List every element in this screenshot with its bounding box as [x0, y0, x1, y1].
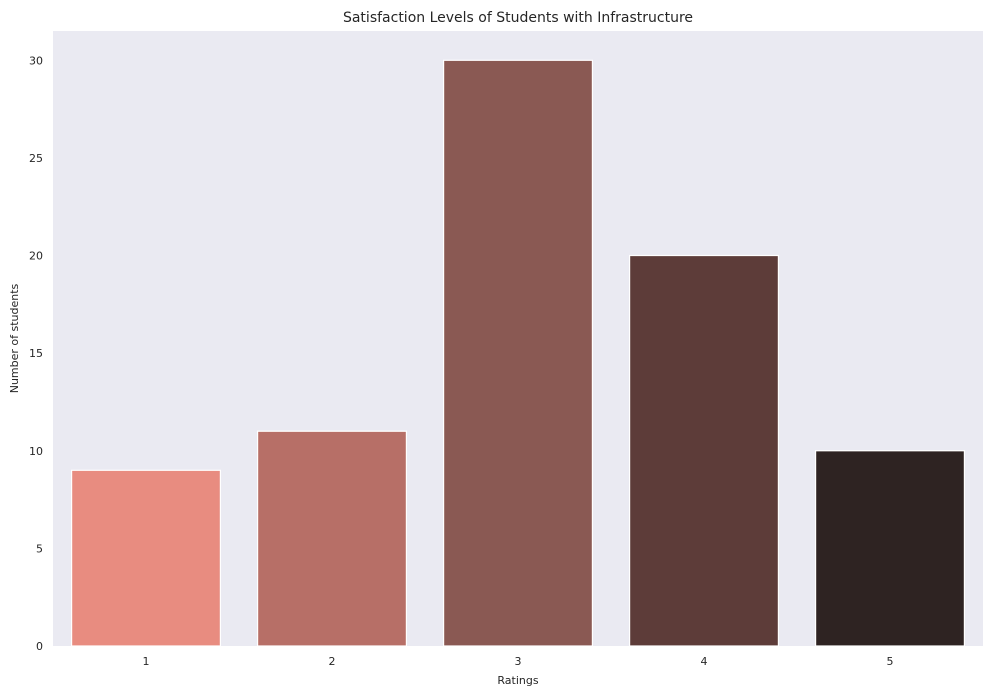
y-axis-ticks: 0 5 10 15 20 25 30 [29, 54, 43, 653]
x-tick-label: 1 [143, 655, 150, 668]
x-tick-label: 2 [329, 655, 336, 668]
y-tick-label: 5 [36, 542, 43, 555]
y-tick-label: 30 [29, 54, 43, 67]
y-tick-label: 15 [29, 347, 43, 360]
bars [70, 59, 965, 647]
bar-rating-3 [443, 59, 594, 647]
bar-rating-5 [814, 450, 965, 647]
y-tick-label: 20 [29, 250, 43, 263]
x-tick-label: 3 [515, 655, 522, 668]
y-tick-label: 10 [29, 445, 43, 458]
x-tick-label: 5 [887, 655, 894, 668]
y-tick-label: 25 [29, 152, 43, 165]
bar-rating-1 [70, 469, 222, 647]
x-axis-ticks: 1 2 3 4 5 [143, 655, 894, 668]
x-axis-title: Ratings [497, 674, 538, 687]
chart-title: Satisfaction Levels of Students with Inf… [343, 10, 693, 26]
y-axis-title: Number of students [8, 283, 21, 393]
x-tick-label: 4 [701, 655, 708, 668]
bar-rating-2 [257, 430, 408, 647]
y-tick-label: 0 [36, 640, 43, 653]
bar-rating-4 [628, 254, 779, 647]
